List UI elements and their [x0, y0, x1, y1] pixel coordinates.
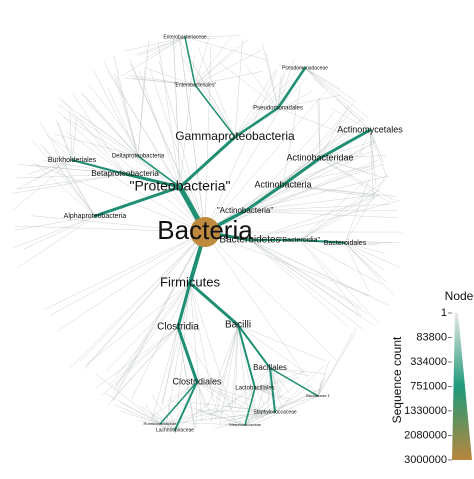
legend: Node Sequence count 1 83800 334000 751000 13…	[390, 289, 473, 466]
background-branch	[152, 327, 178, 421]
background-branch	[114, 56, 138, 156]
background-branch	[96, 327, 178, 388]
background-branch	[24, 216, 95, 249]
background-branch	[196, 382, 197, 428]
legend-tick-label: 1330000	[404, 405, 447, 417]
background-branch	[205, 232, 308, 378]
background-branch	[235, 325, 238, 408]
node-label: Bacilli	[225, 320, 251, 331]
node-label: Pseudomonadaceae	[282, 65, 328, 71]
node-label: Pseudomonadales	[253, 106, 303, 112]
node-label: Firmicutes	[160, 274, 220, 289]
background-branch	[300, 190, 380, 240]
node-label: Streptococcaceae	[229, 422, 262, 427]
background-branch	[250, 240, 348, 327]
node-label: Alphaproteobacteria	[64, 213, 127, 220]
node-label: Bacillaceae 1	[306, 393, 331, 398]
background-branch	[345, 243, 394, 295]
background-branch	[318, 332, 356, 396]
node-labels: Bacteria"Proteobacteria"Gammaproteobacte…	[48, 34, 403, 433]
node-label: Actinobacteria	[254, 179, 311, 189]
background-branch	[345, 243, 369, 292]
background-branch	[195, 50, 261, 85]
background-branch	[250, 240, 359, 316]
node-label: Enterobacteriaceae	[163, 34, 207, 40]
legend-tick-label: 3000000	[404, 454, 447, 466]
node-label: Actinomycetales	[337, 124, 403, 134]
background-branch	[275, 366, 324, 412]
background-branch	[250, 240, 362, 329]
node-label: "Enterobacteriales"	[174, 82, 217, 88]
node-label: "Actinobacteria"	[217, 206, 274, 215]
background-branch	[250, 240, 361, 307]
background-branch	[108, 327, 178, 406]
node-label: "Proteobacteria"	[130, 178, 231, 194]
background-branch	[195, 47, 236, 85]
node-label: Deltaproteobacteria	[112, 154, 165, 160]
node-label: Bacillales	[253, 363, 287, 372]
legend-tick-label: 83800	[416, 331, 447, 343]
background-branch	[195, 37, 231, 85]
background-branch	[300, 240, 379, 323]
node-label: Lachnospiraceae	[156, 427, 194, 433]
node-label: Clostridia	[157, 322, 199, 333]
legend-title: Node	[445, 289, 474, 303]
node-label: Actinobacteridae	[286, 152, 353, 162]
background-branch	[300, 179, 386, 240]
node-label: Lactobacillales	[235, 386, 274, 392]
tree-edge	[238, 325, 255, 388]
node-label: Bacteroidales	[324, 240, 367, 247]
legend-wedge	[452, 313, 472, 460]
legend-tick-label: 2080000	[404, 429, 447, 441]
background-branch	[36, 164, 95, 216]
background-branch	[345, 243, 386, 282]
background-branch	[235, 39, 243, 137]
background-branch	[195, 39, 249, 85]
background-branch	[58, 123, 72, 160]
legend-tick-label: 1	[441, 307, 447, 319]
background-branch	[318, 328, 356, 396]
background-branch	[13, 160, 72, 210]
node-label: "Bacteroidia"	[280, 237, 321, 244]
background-branch	[300, 200, 373, 240]
node-label: Staphylococcaceae	[253, 409, 297, 415]
background-branch	[95, 374, 160, 424]
legend-tick-label: 751000	[410, 380, 447, 392]
background-branch	[150, 69, 205, 232]
background-branch	[345, 243, 384, 270]
background-branch	[305, 68, 356, 101]
legend-tick-label: 334000	[410, 356, 447, 368]
background-branch	[198, 47, 235, 137]
background-branch	[94, 70, 138, 156]
node-label: Burkholderiales	[48, 157, 97, 164]
background-branch	[235, 70, 276, 137]
background-branch	[305, 68, 368, 118]
node-label: Bacteroidetes	[219, 235, 280, 246]
background-branch	[190, 283, 202, 421]
background-branch	[283, 111, 352, 185]
background-branch	[318, 361, 329, 396]
background-branch	[180, 56, 194, 187]
background-branch	[115, 283, 190, 387]
node-label: Gammaproteobacteria	[175, 129, 295, 143]
background-branch	[195, 34, 210, 85]
background-branch	[175, 403, 209, 430]
legend-axis-label: Sequence count	[390, 336, 404, 423]
background-branch	[110, 327, 178, 384]
background-branch	[205, 232, 338, 361]
node-label: Betaproteobacteria	[91, 169, 159, 178]
node-label: Clostridiales	[172, 376, 222, 386]
node-label: Ruminococcaceae	[144, 421, 178, 426]
background-branch	[345, 173, 387, 243]
